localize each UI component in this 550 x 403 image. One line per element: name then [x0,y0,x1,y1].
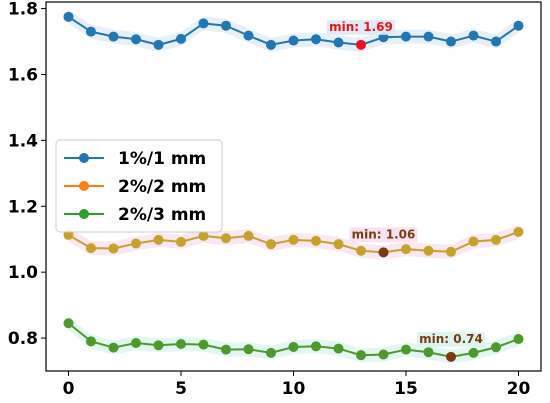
series-0-point [153,39,164,50]
series-0-point [513,20,524,31]
series-1-point [356,245,366,256]
series-2-point [491,342,501,353]
series-0-point [491,36,501,47]
series-1-point [176,236,186,247]
series-0-point [288,35,299,46]
legend-marker [79,209,89,219]
series-2-point [423,347,434,358]
series-2-point [356,350,366,361]
series-2-point [86,336,96,347]
series-1-point [86,243,96,254]
series-2-min-point [446,351,456,362]
series-0-point [423,31,434,42]
annotations: min: 1.69 min: 1.06 min: 0.74 [327,19,485,347]
series-1-annotation-bg [349,227,418,243]
series-layer [63,11,524,362]
series-2-point [198,339,209,350]
series-0-point [333,37,344,48]
series-2-point [131,337,141,348]
series-2-point [378,349,389,360]
y-tick-label: 1.0 [8,263,38,283]
y-axis: 0.8 1.0 1.2 1.4 1.6 1.8 [8,0,46,349]
series-2-point [63,318,74,329]
series-1-point [108,243,119,254]
series-1-min-point [378,247,389,258]
legend: 1%/1 mm 2%/2 mm 2%/3 mm [55,139,223,233]
legend-marker [79,153,89,163]
series-1-point [266,239,276,250]
series-0-annotation: min: 1.69 [329,20,393,34]
y-tick-label: 0.8 [8,329,38,349]
x-tick-label: 5 [175,379,187,399]
series-0-point [86,26,96,37]
series-1-point [423,245,434,256]
series-0-point [63,11,74,22]
series-1-point [491,234,501,245]
series-2-point [468,347,479,358]
series-2-point [311,341,321,352]
legend-entry-1: 2%/2 mm [118,177,206,197]
series-0-point [266,39,276,50]
legend-entry-0: 1%/1 mm [118,149,206,169]
series-0-annotation-bg [327,19,395,35]
y-tick-label: 1.4 [8,131,38,151]
series-0-point [468,30,479,41]
series-1-point [153,234,164,245]
series-2-annotation: min: 0.74 [419,332,483,346]
series-1-point [446,246,456,257]
series-1-point [288,234,299,245]
y-tick-label: 1.6 [8,65,38,85]
series-0-point [221,20,231,31]
series-0-point [176,33,186,44]
x-tick-label: 20 [507,379,531,399]
series-1-point [311,235,321,246]
series-0-min-point [356,39,366,50]
series-2-point [108,342,119,353]
series-0-point [243,30,254,41]
series-2-point [176,338,186,349]
legend-box [55,139,223,233]
series-0-point [131,34,141,45]
series-2-point [401,344,411,355]
series-0-point [446,36,456,47]
series-1-point [513,226,524,237]
series-0-point [198,18,209,29]
y-tick-label: 1.8 [8,0,38,20]
series-1-point [198,230,209,241]
x-tick-label: 15 [394,379,418,399]
series-1-point [468,236,479,247]
series-2-point [266,347,276,358]
series-2-point [243,344,254,355]
series-2-annotation-bg [417,331,485,347]
series-2-point [513,334,524,345]
series-0-point [108,31,119,42]
x-axis: 0 5 10 15 20 [63,371,531,399]
x-tick-label: 10 [282,379,306,399]
series-1-point [131,238,141,249]
series-2-point [333,343,344,354]
series-1-point [333,239,344,250]
series-1-point [243,230,254,241]
series-0-point [311,34,321,45]
legend-entry-2: 2%/3 mm [118,205,206,225]
legend-marker [79,181,89,191]
series-2-point [221,344,231,355]
series-1-annotation: min: 1.06 [352,227,416,241]
y-tick-label: 1.2 [8,197,38,217]
series-1-point [401,244,411,255]
x-tick-label: 0 [63,379,75,399]
series-0-point [401,31,411,42]
series-2-point [153,340,164,351]
series-1-point [221,233,231,244]
series-2-point [288,341,299,352]
